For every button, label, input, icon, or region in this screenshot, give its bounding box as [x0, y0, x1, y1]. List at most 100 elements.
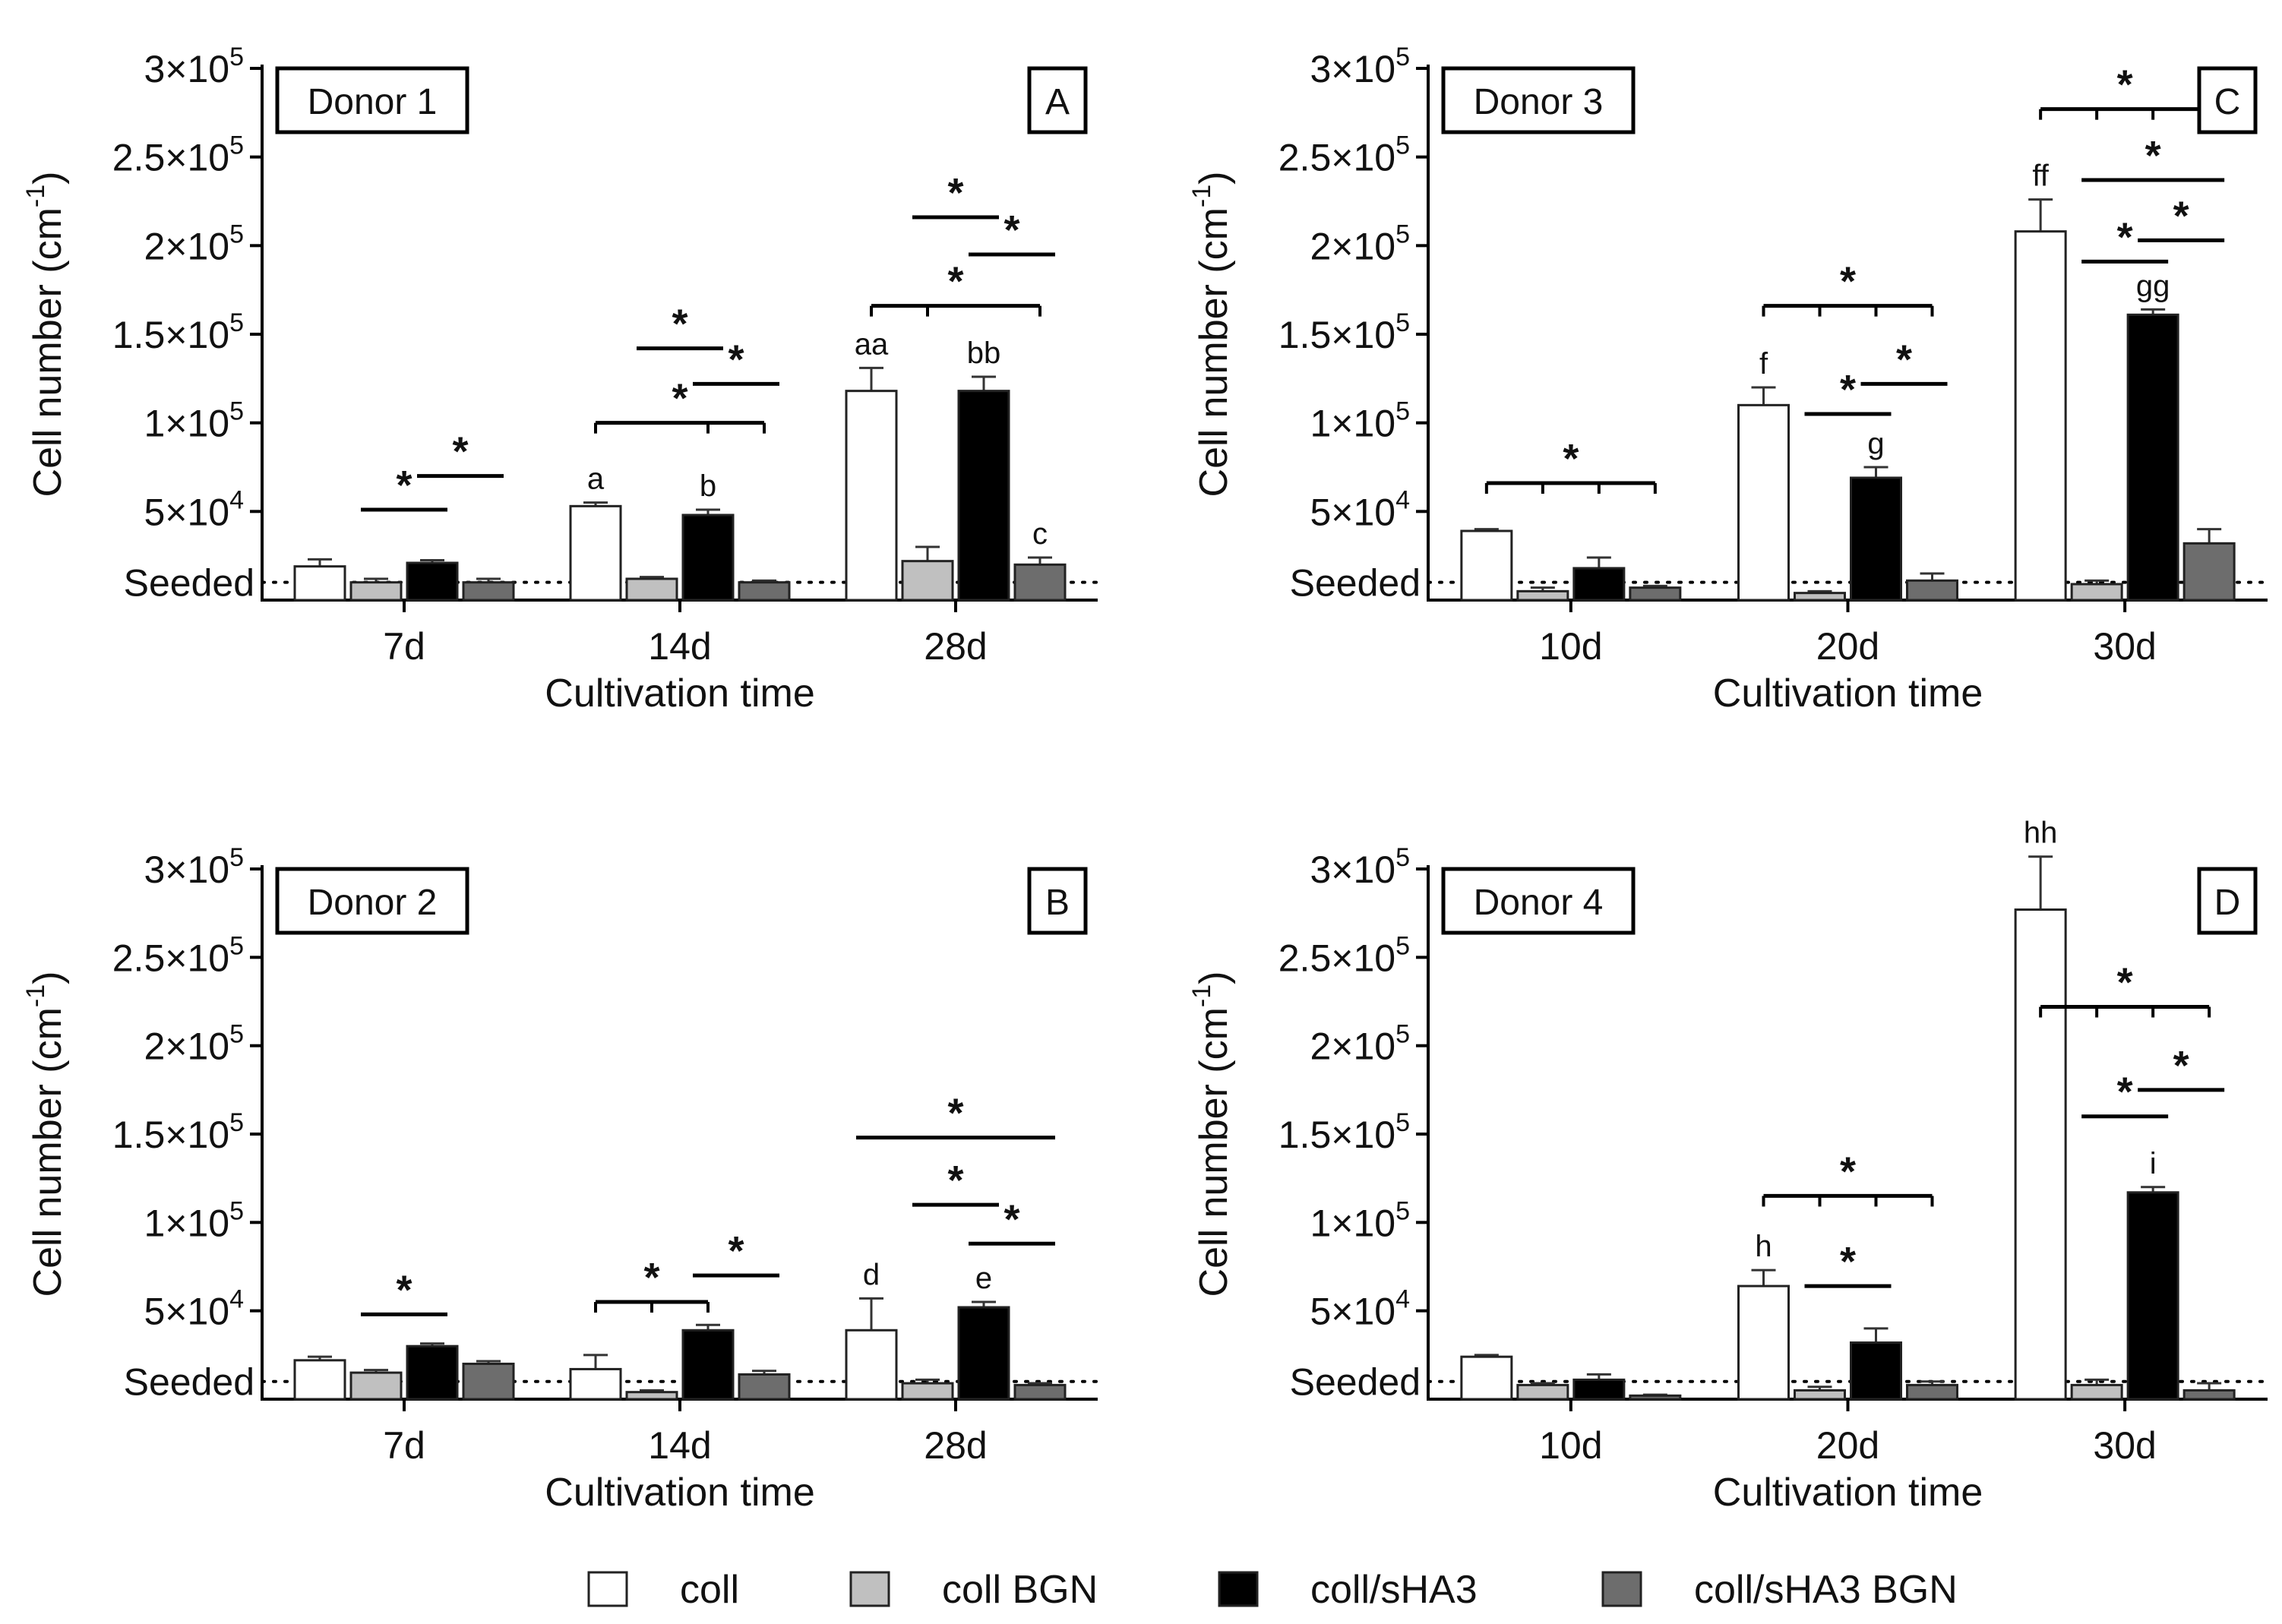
significance-letter: f	[1759, 347, 1768, 381]
significance-star: *	[728, 336, 744, 382]
y-tick-label: 1×105	[144, 397, 244, 445]
y-tick-label: 1×105	[144, 1196, 244, 1244]
y-tick-label: 2.5×105	[112, 931, 244, 979]
bar-coll-sha3	[1850, 476, 1902, 602]
panel-letter: B	[1045, 883, 1070, 923]
x-tick-label: 30d	[2093, 1424, 2156, 1467]
bar-coll-bgn	[2070, 1383, 2123, 1401]
bar-coll-sha3-bgn	[462, 581, 515, 602]
y-tick-label: 2.5×105	[1278, 131, 1410, 179]
significance-star: *	[2145, 133, 2161, 179]
seeded-label: Seeded	[1290, 1361, 1421, 1404]
panel-letter: A	[1045, 82, 1070, 122]
bar-coll-bgn	[349, 581, 403, 602]
significance-star: *	[2173, 1043, 2189, 1088]
significance-star: *	[2173, 193, 2189, 239]
bar-coll-bgn	[2070, 583, 2123, 602]
panel-c: 5×104 1×105 1.5×105 2×105 2.5×105 3×105 Seeded…	[1187, 43, 2269, 716]
x-tick-label: 28d	[924, 1424, 987, 1467]
legend-swatch	[587, 1571, 628, 1607]
bar-coll-sha3	[957, 390, 1010, 602]
x-tick-label: 7d	[383, 625, 425, 668]
bar-coll-sha3-bgn	[1629, 1394, 1682, 1401]
y-tick-label: 3×105	[1310, 843, 1410, 891]
x-axis-title: Cultivation time	[1713, 1471, 1983, 1515]
significance-letter: aa	[855, 327, 889, 361]
bar-coll-sha3-bgn	[1013, 1383, 1067, 1401]
bar-coll	[1460, 1355, 1513, 1401]
bar-coll	[2014, 230, 2067, 602]
donor-label: Donor 2	[308, 883, 438, 923]
y-tick-label: 3×105	[1310, 43, 1410, 90]
x-tick-label: 7d	[383, 1424, 425, 1467]
panel-letter-box	[2197, 66, 2258, 134]
donor-box	[275, 66, 469, 134]
bar-coll-sha3	[2126, 313, 2179, 602]
bar-coll-bgn	[1516, 1383, 1569, 1401]
legend: coll coll BGN coll/sHA3 coll/sHA3 BGN	[587, 1568, 1958, 1612]
significance-star: *	[1896, 336, 1912, 382]
significance-star: *	[2117, 959, 2133, 1005]
significance-letter: bb	[967, 336, 1001, 370]
bar-coll	[569, 1367, 622, 1401]
significance-star: *	[1563, 436, 1579, 482]
bar-coll	[2014, 908, 2067, 1401]
bar-coll-sha3	[1572, 1378, 1626, 1401]
panel-letter-box	[2197, 867, 2258, 935]
significance-letter: ff	[2032, 160, 2049, 193]
donor-label: Donor 3	[1474, 82, 1604, 122]
bar-coll-sha3-bgn	[738, 581, 791, 602]
bar-coll-sha3-bgn	[2182, 1389, 2236, 1401]
legend-swatch	[1601, 1571, 1642, 1607]
panel-b: 5×104 1×105 1.5×105 2×105 2.5×105 3×105 Seeded…	[21, 843, 1099, 1515]
significance-star: *	[2117, 1070, 2133, 1115]
significance-star: *	[396, 1267, 412, 1313]
y-axis-title: Cell number (cm-1)	[1187, 972, 1236, 1297]
y-tick-label: 5×104	[1310, 1285, 1410, 1333]
bar-coll	[1737, 403, 1790, 602]
significance-star: *	[1840, 367, 1856, 412]
significance-letter: gg	[2136, 269, 2170, 302]
significance-star: *	[2117, 214, 2133, 260]
bar-coll-sha3	[406, 561, 459, 602]
significance-star: *	[2117, 62, 2133, 108]
y-tick-label: 1.5×105	[1278, 1108, 1410, 1156]
y-tick-label: 1×105	[1310, 1196, 1410, 1244]
y-tick-label: 1.5×105	[1278, 308, 1410, 356]
legend-label: coll BGN	[942, 1568, 1098, 1612]
y-axis-title: Cell number (cm-1)	[1187, 172, 1236, 498]
donor-label: Donor 1	[308, 82, 438, 122]
x-tick-label: 30d	[2093, 625, 2156, 668]
bar-coll	[293, 565, 346, 602]
bar-coll	[1460, 529, 1513, 602]
significance-star: *	[452, 429, 468, 475]
panel-letter: D	[2214, 883, 2241, 923]
x-tick-label: 28d	[924, 625, 987, 668]
donor-box	[1441, 66, 1636, 134]
bar-coll-sha3	[681, 1329, 735, 1401]
bar-coll-sha3	[406, 1344, 459, 1401]
y-tick-label: 1.5×105	[112, 308, 244, 356]
donor-label: Donor 4	[1474, 883, 1604, 923]
bar-coll-bgn	[1516, 589, 1569, 602]
y-tick-label: 2×105	[144, 1020, 244, 1068]
bar-coll	[845, 1329, 898, 1401]
bar-coll-sha3	[2126, 1191, 2179, 1401]
y-tick-label: 5×104	[144, 485, 244, 533]
y-axis-title: Cell number (cm-1)	[21, 972, 70, 1297]
x-tick-label: 10d	[1539, 1424, 1602, 1467]
bar-coll-sha3-bgn	[1013, 563, 1067, 602]
y-tick-label: 1.5×105	[112, 1108, 244, 1156]
x-tick-label: 20d	[1816, 1424, 1879, 1467]
significance-star: *	[947, 1091, 963, 1136]
bar-coll	[569, 504, 622, 602]
bar-coll-sha3-bgn	[1906, 579, 1958, 602]
bar-coll-sha3	[681, 513, 735, 602]
significance-star: *	[1840, 1239, 1856, 1284]
bar-coll-sha3-bgn	[738, 1373, 791, 1401]
seeded-label: Seeded	[1290, 562, 1421, 605]
x-tick-label: 14d	[648, 1424, 711, 1467]
bar-coll-bgn	[901, 1382, 954, 1401]
significance-star: *	[947, 259, 963, 305]
bar-coll-sha3-bgn	[1629, 586, 1682, 602]
